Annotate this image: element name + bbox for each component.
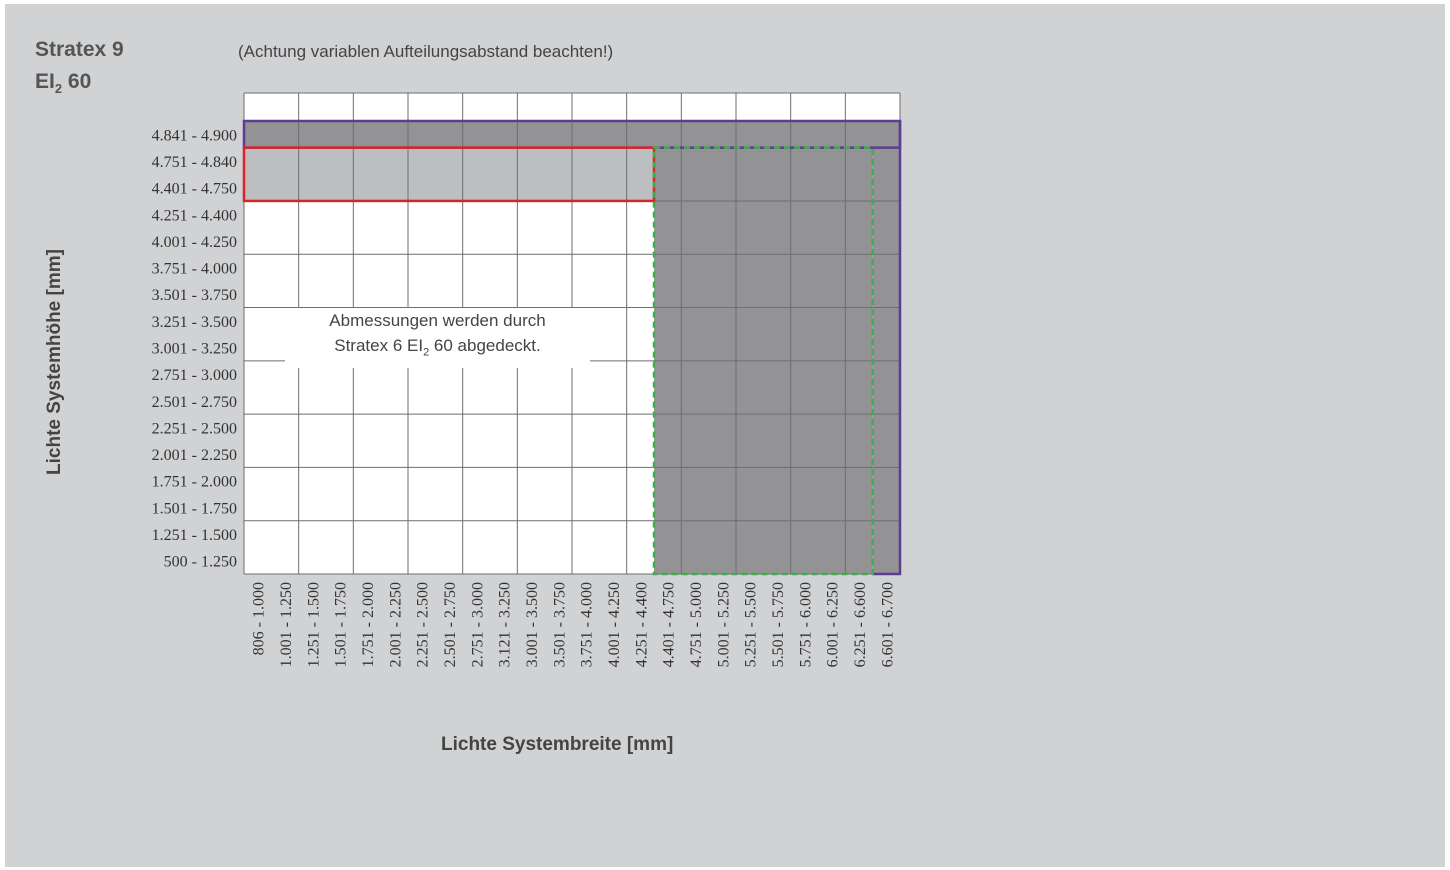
green-dashed-outline <box>652 146 874 576</box>
x-tick-label: 6.001 - 6.250 <box>825 582 842 667</box>
y-tick-label: 500 - 1.250 <box>164 554 237 571</box>
chart-title: Stratex 9 <box>35 38 124 61</box>
x-tick-label: 1.001 - 1.250 <box>278 582 295 667</box>
x-tick-label: 5.251 - 5.500 <box>743 582 760 667</box>
x-tick-label: 2.751 - 3.000 <box>469 582 486 667</box>
x-tick-label: 4.751 - 5.000 <box>688 582 705 667</box>
annotation-line-2: Stratex 6 EI2 60 abgedeckt. <box>285 333 590 365</box>
annotation-line-2-sub: 2 <box>423 346 430 359</box>
y-tick-label: 2.001 - 2.250 <box>152 447 237 464</box>
x-tick-label: 3.751 - 4.000 <box>579 582 596 667</box>
x-tick-label: 1.751 - 2.000 <box>360 582 377 667</box>
y-tick-label: 1.251 - 1.500 <box>152 527 237 544</box>
y-tick-label: 1.751 - 2.000 <box>152 474 237 491</box>
y-axis-label: Lichte Systemhöhe [mm] <box>44 249 65 475</box>
purple-outline-right <box>872 121 902 576</box>
y-tick-label: 4.001 - 4.250 <box>152 234 237 251</box>
x-tick-label: 5.501 - 5.750 <box>770 582 787 667</box>
y-tick-label: 3.251 - 3.500 <box>152 314 237 331</box>
y-tick-label: 4.251 - 4.400 <box>152 207 237 224</box>
x-tick-label: 6.601 - 6.700 <box>879 582 896 667</box>
x-tick-label: 5.001 - 5.250 <box>715 582 732 667</box>
x-tick-label: 2.501 - 2.750 <box>442 582 459 667</box>
subtitle-subscript: 2 <box>54 81 63 97</box>
coverage-annotation: Abmessungen werden durch Stratex 6 EI2 6… <box>285 308 590 368</box>
y-tick-label: 2.251 - 2.500 <box>152 420 237 437</box>
y-tick-label: 2.501 - 2.750 <box>152 394 237 411</box>
region-fill-1 <box>244 147 654 201</box>
x-tick-label: 1.251 - 1.500 <box>305 582 322 667</box>
x-tick-label: 3.121 - 3.250 <box>497 582 514 667</box>
y-tick-label: 1.501 - 1.750 <box>152 500 237 517</box>
x-tick-label: 2.251 - 2.500 <box>415 582 432 667</box>
x-tick-label: 4.251 - 4.400 <box>633 582 650 667</box>
x-tick-label: 6.251 - 6.600 <box>852 582 869 667</box>
subtitle-main: EI <box>35 70 55 93</box>
y-tick-label: 4.751 - 4.840 <box>152 154 237 171</box>
note-text: (Achtung variablen Aufteilungsabstand be… <box>238 42 614 61</box>
x-tick-label: 4.401 - 4.750 <box>661 582 678 667</box>
x-tick-label: 5.751 - 6.000 <box>797 582 814 667</box>
x-axis-label: Lichte Systembreite [mm] <box>441 734 674 755</box>
x-tick-label: 806 - 1.000 <box>251 582 268 655</box>
y-tick-label: 2.751 - 3.000 <box>152 367 237 384</box>
y-tick-label: 3.501 - 3.750 <box>152 287 237 304</box>
y-tick-label: 4.401 - 4.750 <box>152 181 237 198</box>
y-tick-label: 3.001 - 3.250 <box>152 341 237 358</box>
subtitle-rest: 60 <box>62 70 92 93</box>
x-tick-label: 3.501 - 3.750 <box>551 582 568 667</box>
x-tick-label: 2.001 - 2.250 <box>387 582 404 667</box>
x-tick-label: 3.001 - 3.500 <box>524 582 541 667</box>
x-tick-label: 4.001 - 4.250 <box>606 582 623 667</box>
annotation-line-1: Abmessungen werden durch <box>329 311 546 330</box>
chart-subtitle: EI2 60 <box>35 70 91 96</box>
y-tick-label: 4.841 - 4.900 <box>152 127 237 144</box>
y-tick-label: 3.751 - 4.000 <box>152 261 237 278</box>
annotation-line-2-rest: 60 abgedeckt. <box>429 336 541 355</box>
annotation-line-2-main: Stratex 6 EI <box>334 336 424 355</box>
x-tick-label: 1.501 - 1.750 <box>333 582 350 667</box>
